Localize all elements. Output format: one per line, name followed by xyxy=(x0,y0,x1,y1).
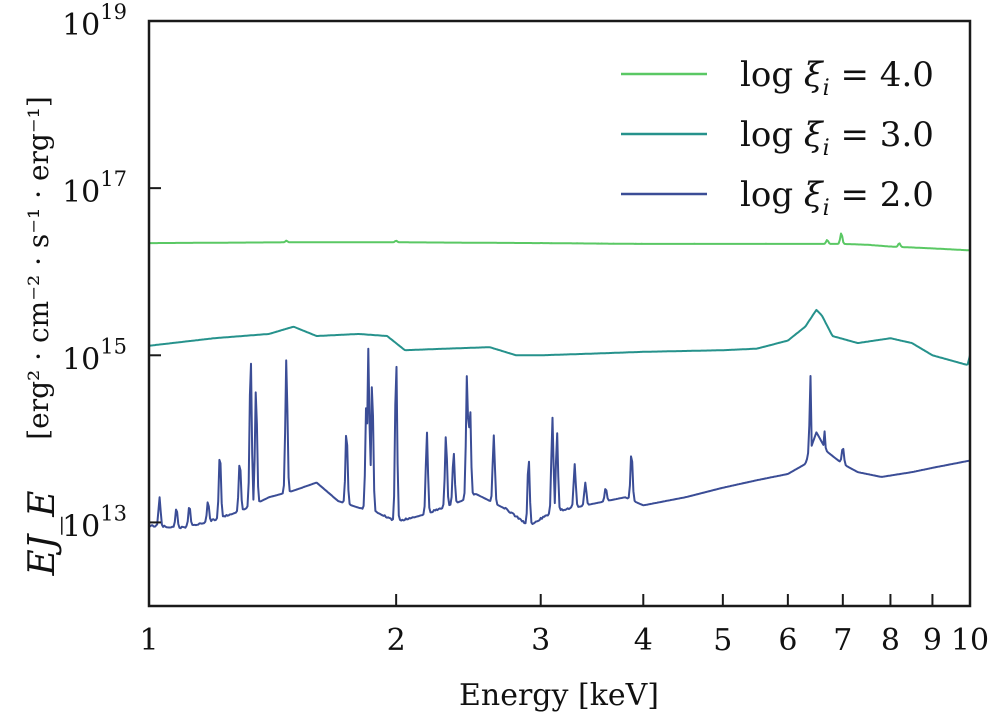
x-tick-label: 6 xyxy=(778,623,797,658)
legend: log ξi = 4.0 log ξi = 3.0 log ξi = 2.0 xyxy=(621,55,934,221)
x-tick-label: 10 xyxy=(951,623,989,658)
y-tick-label: 1017 xyxy=(62,167,127,210)
series-line-2 xyxy=(148,308,971,366)
x-tick-label: 9 xyxy=(923,623,942,658)
series-line-3 xyxy=(148,347,971,530)
x-tick-label: 7 xyxy=(833,623,852,658)
y-axis-title-unit: [erg² · cm⁻² · s⁻¹ · erg⁻¹] xyxy=(22,96,55,440)
x-tick-label: 1 xyxy=(139,623,158,658)
series-layer xyxy=(148,232,971,530)
legend-label-1: log ξi = 4.0 xyxy=(740,55,934,101)
plot-frame xyxy=(147,19,972,608)
y-axis-title-main: EJ_E xyxy=(22,491,63,577)
x-tick-label: 5 xyxy=(713,623,732,658)
legend-label-2: log ξi = 3.0 xyxy=(740,115,934,161)
x-tick-label: 4 xyxy=(634,623,653,658)
x-axis-title: Energy [keV] xyxy=(459,678,659,713)
x-axis: 1 2 3 4 5 6 7 8 9 10 xyxy=(139,594,989,658)
y-axis-title: EJ_E [erg² · cm⁻² · s⁻¹ · erg⁻¹] xyxy=(22,96,63,576)
x-tick-label: 3 xyxy=(531,623,550,658)
x-tick-label: 2 xyxy=(387,623,406,658)
series-line-1 xyxy=(149,232,971,252)
x-tick-label: 8 xyxy=(881,623,900,658)
legend-label-3: log ξi = 2.0 xyxy=(740,175,934,221)
